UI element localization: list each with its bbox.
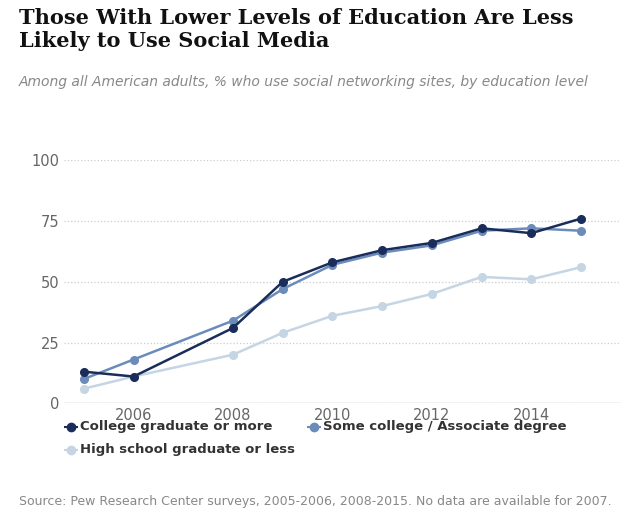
Text: Some college / Associate degree: Some college / Associate degree (323, 420, 566, 433)
Text: Those With Lower Levels of Education Are Less: Those With Lower Levels of Education Are… (19, 8, 573, 28)
Text: High school graduate or less: High school graduate or less (80, 443, 295, 457)
Text: Likely to Use Social Media: Likely to Use Social Media (19, 31, 330, 51)
Text: College graduate or more: College graduate or more (80, 420, 273, 433)
Text: Among all American adults, % who use social networking sites, by education level: Among all American adults, % who use soc… (19, 75, 589, 89)
Text: Source: Pew Research Center surveys, 2005-2006, 2008-2015. No data are available: Source: Pew Research Center surveys, 200… (19, 495, 612, 508)
